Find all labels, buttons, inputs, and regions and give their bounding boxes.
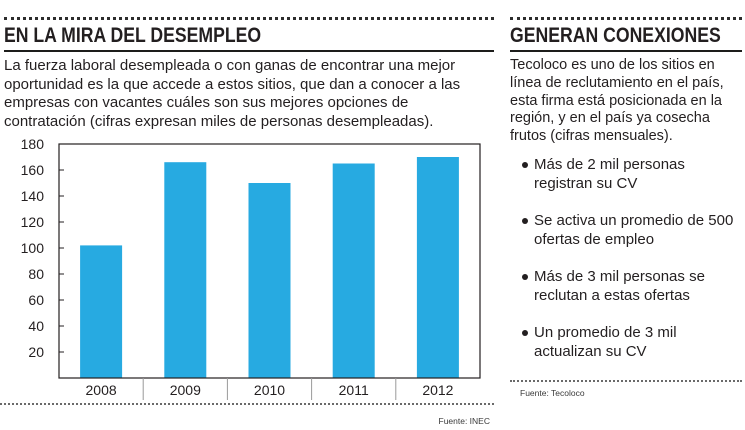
- bar-2012: [416, 157, 459, 378]
- y-tick-label: 160: [21, 162, 45, 178]
- bullet-text: Un promedio de 3 mil actualizan su CV: [534, 324, 677, 360]
- bullet-item: Se activa un promedio de 500 ofertas de …: [510, 211, 742, 249]
- left-panel: EN LA MIRA DEL DESEMPLEO La fuerza labor…: [0, 17, 496, 426]
- y-tick-label: 100: [21, 240, 45, 256]
- x-tick-label: 2010: [254, 382, 285, 398]
- bullet-list: Más de 2 mil personas registran su CV Se…: [510, 155, 742, 379]
- chart-intro-text: La fuerza laboral desempleada o con gana…: [4, 57, 461, 130]
- chart-title: EN LA MIRA DEL DESEMPLEO: [4, 24, 262, 47]
- bullet-text: Se activa un promedio de 500 ofertas de …: [534, 212, 734, 248]
- y-tick-label: 140: [21, 188, 45, 204]
- x-tick-label: 2012: [422, 382, 453, 398]
- y-tick-label: 60: [28, 292, 44, 308]
- bars: [80, 157, 459, 378]
- top-dotted-line: [510, 17, 742, 20]
- bullet-item: Más de 2 mil personas registran su CV: [510, 155, 742, 193]
- bar-2011: [332, 163, 375, 378]
- bottom-dotted-line: [510, 380, 742, 382]
- bullet-dot-icon: [522, 218, 528, 224]
- plot-frame: [58, 143, 481, 379]
- title-rule: [510, 50, 742, 52]
- bar-chart: 20 40 60 80 100 120 140 160 180 2008 2009 2010 2011…: [0, 138, 496, 405]
- x-tick-label: 2008: [86, 382, 117, 398]
- bar-2010: [248, 183, 291, 378]
- top-dotted-line: [4, 17, 494, 20]
- bullet-dot-icon: [522, 274, 528, 280]
- panel-source: Fuente: Tecoloco: [520, 388, 585, 398]
- y-tick-label: 180: [21, 138, 45, 152]
- bar-2009: [164, 162, 207, 378]
- bullet-dot-icon: [522, 330, 528, 336]
- x-tick-label: 2011: [339, 382, 369, 398]
- x-axis-labels: 2008 2009 2010 2011 2012: [0, 378, 496, 405]
- panel-intro-text: Tecoloco es uno de los sitios en línea d…: [510, 57, 724, 145]
- bullet-dot-icon: [522, 162, 528, 168]
- bar-2008: [80, 245, 123, 378]
- chart-source: Fuente: INEC: [438, 416, 491, 426]
- bullet-item: Más de 3 mil personas se reclutan a esta…: [510, 267, 742, 305]
- panel-title: GENERAN CONEXIONES: [510, 24, 721, 47]
- y-tick-label: 20: [28, 344, 44, 360]
- y-tick-label: 120: [21, 214, 45, 230]
- y-axis-ticks: 20 40 60 80 100 120 140 160 180: [21, 138, 64, 360]
- bullet-text: Más de 2 mil personas registran su CV: [534, 156, 685, 192]
- bullet-item: Un promedio de 3 mil actualizan su CV: [510, 323, 742, 361]
- x-tick-label: 2009: [170, 382, 201, 398]
- y-tick-label: 40: [28, 318, 44, 334]
- title-rule: [4, 50, 494, 52]
- y-tick-label: 80: [28, 266, 44, 282]
- bullet-text: Más de 3 mil personas se reclutan a esta…: [534, 268, 705, 304]
- right-panel: GENERAN CONEXIONES Tecoloco es uno de lo…: [510, 0, 745, 430]
